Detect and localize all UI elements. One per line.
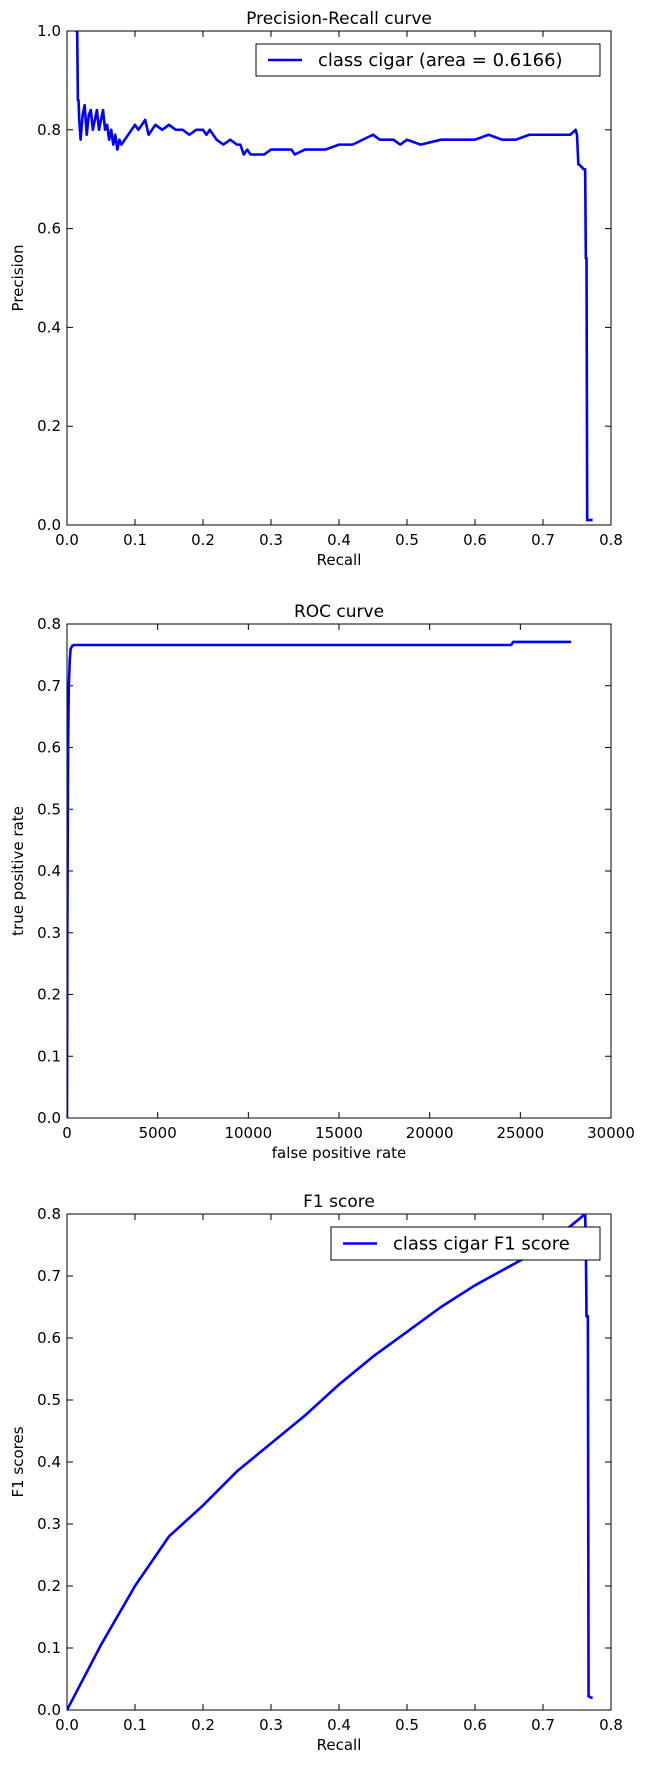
y-tick-label: 0.2 — [37, 417, 61, 435]
x-tick-label: 30000 — [587, 1124, 635, 1142]
x-tick-label: 0.3 — [259, 1716, 283, 1734]
y-tick-label: 0.2 — [37, 1577, 61, 1595]
y-tick-label: 0.1 — [37, 1047, 61, 1065]
y-tick-label: 0.0 — [37, 1109, 61, 1127]
chart-3: 0.0 0.1 0.2 0.3 0.4 0.5 0.6 0.7 0.8 0.0 0.1 0.2 0.3 0… — [9, 1192, 623, 1754]
legend: class cigar (area = 0.6166) — [255, 43, 601, 77]
y-tick-label: 0.1 — [37, 1639, 61, 1657]
x-tick-label: 10000 — [224, 1124, 272, 1142]
legend-box — [255, 43, 601, 77]
x-tick-label: 0.3 — [259, 531, 283, 549]
x-tick-label: 0.6 — [463, 1716, 487, 1734]
x-axis-label: false positive rate — [272, 1144, 407, 1162]
legend-label: class cigar (area = 0.6166) — [318, 50, 563, 71]
x-tick-label: 5000 — [139, 1124, 177, 1142]
y-tick-label: 0.6 — [37, 1329, 61, 1347]
x-tick-label: 0.1 — [123, 531, 147, 549]
y-tick-label: 0.3 — [37, 924, 61, 942]
chart-title: F1 score — [303, 1192, 375, 1212]
y-tick-label: 0.6 — [37, 220, 61, 238]
y-tick-label: 0.7 — [37, 1267, 61, 1285]
x-tick-label: 0.8 — [599, 1716, 623, 1734]
x-tick-label: 0.6 — [463, 531, 487, 549]
y-tick-label: 1.0 — [37, 22, 61, 40]
plot-frame — [66, 623, 612, 1119]
y-tick-label: 0.6 — [37, 739, 61, 757]
legend: class cigar F1 score — [330, 1226, 601, 1261]
y-tick-label: 0.8 — [37, 121, 61, 139]
x-tick-label: 0.4 — [327, 531, 351, 549]
legend-label: class cigar F1 score — [393, 1234, 570, 1255]
x-tick-label: 15000 — [315, 1124, 363, 1142]
x-axis-label: Recall — [317, 1736, 362, 1754]
x-axis-label: Recall — [317, 551, 362, 569]
chart-1: 0.0 0.1 0.2 0.3 0.4 0.5 0.6 0.7 0.8 0.0 0.2 0.4 0.6 0… — [9, 9, 623, 569]
x-tick-label: 0 — [62, 1124, 72, 1142]
y-tick-label: 0.0 — [37, 516, 61, 534]
x-tick-label: 0.4 — [327, 1716, 351, 1734]
chart-2: 0 5000 10000 15000 20000 25000 30000 0.0 0.1 0.2 0… — [9, 602, 635, 1162]
y-tick-label: 0.8 — [37, 1205, 61, 1223]
x-tick-label: 0.5 — [395, 1716, 419, 1734]
y-tick-label: 0.5 — [37, 800, 61, 818]
y-tick-label: 0.3 — [37, 1515, 61, 1533]
chart-title: ROC curve — [294, 602, 384, 622]
y-tick-label: 0.4 — [37, 862, 61, 880]
x-tick-label: 0.0 — [55, 531, 79, 549]
plot-frame — [66, 1213, 612, 1711]
x-tick-label: 0.7 — [531, 531, 555, 549]
y-tick-label: 0.0 — [37, 1701, 61, 1719]
y-tick-label: 0.7 — [37, 677, 61, 695]
y-tick-label: 0.8 — [37, 615, 61, 633]
y-axis-label: Precision — [9, 245, 27, 312]
y-tick-label: 0.5 — [37, 1391, 61, 1409]
x-tick-label: 0.5 — [395, 531, 419, 549]
y-axis-label: true positive rate — [9, 806, 27, 936]
y-tick-label: 0.4 — [37, 1453, 61, 1471]
x-tick-label: 0.7 — [531, 1716, 555, 1734]
x-tick-label: 20000 — [406, 1124, 454, 1142]
series-line — [67, 640, 572, 1118]
x-tick-label: 25000 — [496, 1124, 544, 1142]
series-line — [67, 1214, 593, 1710]
x-tick-label: 0.2 — [191, 531, 215, 549]
plot-frame — [66, 30, 612, 526]
x-tick-label: 0.0 — [55, 1716, 79, 1734]
x-tick-label: 0.1 — [123, 1716, 147, 1734]
y-tick-label: 0.2 — [37, 986, 61, 1004]
series-line — [75, 31, 593, 522]
x-tick-label: 0.8 — [599, 531, 623, 549]
x-tick-label: 0.2 — [191, 1716, 215, 1734]
chart-title: Precision-Recall curve — [246, 9, 432, 29]
y-axis-label: F1 scores — [9, 1426, 27, 1497]
y-tick-label: 0.4 — [37, 318, 61, 336]
